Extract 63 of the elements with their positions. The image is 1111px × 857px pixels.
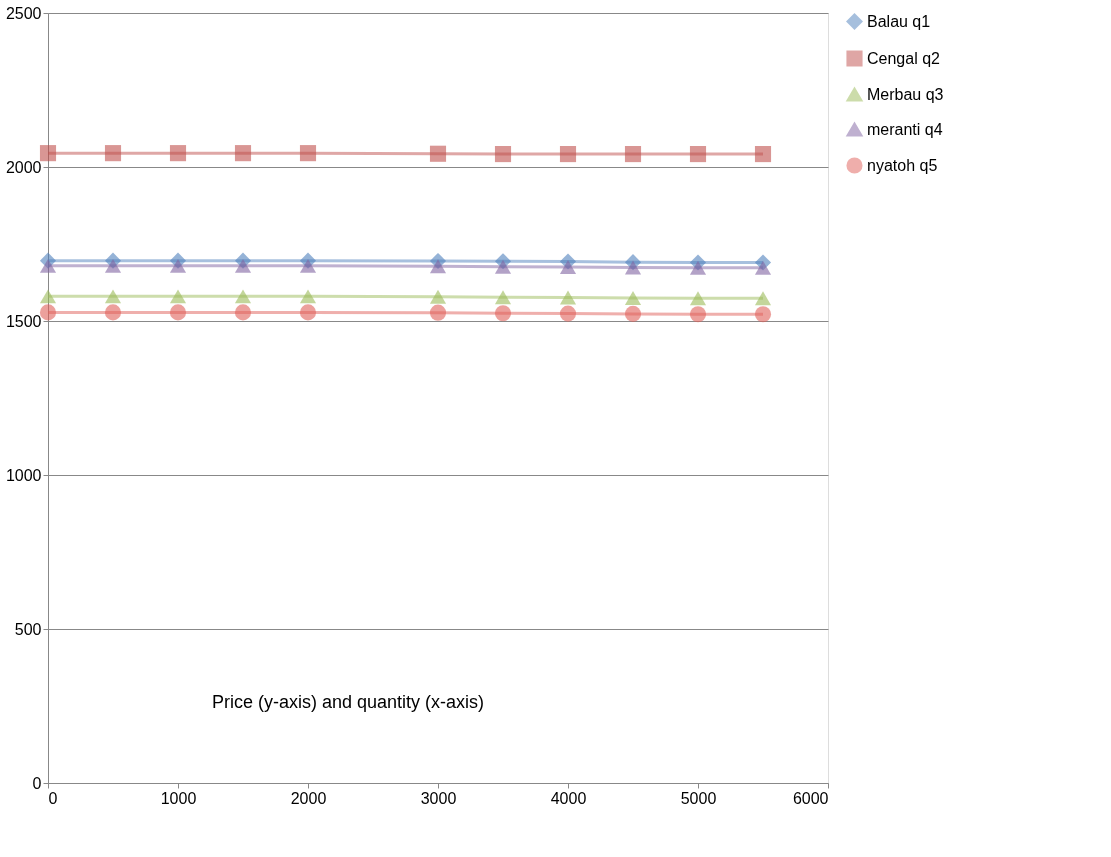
point [624,260,642,275]
point [429,304,447,321]
point [39,304,57,321]
y-tick-label: 1000 [5,466,42,484]
annotation: Price (y-axis) and quantity (x-axis) [211,692,485,712]
legend-label: Balau q1 [867,12,931,30]
x-tick-label: 4000 [550,789,587,807]
point [299,258,317,273]
point [169,289,187,304]
point [169,304,187,321]
y-tick-label: 1500 [5,312,42,330]
point [689,306,707,323]
point [429,145,447,162]
legend-label: meranti q4 [867,120,943,138]
point [754,146,772,163]
point [234,145,252,162]
x-tick-label: 0 [48,789,58,807]
point [624,305,642,322]
point [104,304,122,321]
point [299,289,317,304]
point [754,306,772,323]
point [104,289,122,304]
point [39,289,57,304]
point [234,258,252,273]
point [559,260,577,275]
point [429,289,447,304]
point [39,258,57,273]
point [559,290,577,305]
point [689,260,707,275]
y-tick-label: 500 [14,620,42,638]
point [689,146,707,163]
point [494,146,512,163]
point [559,146,577,163]
point [299,145,317,162]
point [234,304,252,321]
point [494,290,512,305]
legend-label: Cengal q2 [867,49,941,67]
point [494,259,512,274]
point [624,290,642,305]
point [689,291,707,306]
x-tick-label: 5000 [680,789,717,807]
point [754,291,772,306]
x-tick-label: 3000 [420,789,457,807]
point [559,305,577,322]
y-tick-label: 2000 [5,158,42,176]
point [104,145,122,162]
x-tick-label: 2000 [290,789,327,807]
point [429,259,447,274]
legend-label: nyatoh q5 [867,156,938,174]
point [234,289,252,304]
x-tick-label: 1000 [160,789,197,807]
point [299,304,317,321]
point [104,258,122,273]
legend-label: Merbau q3 [867,85,944,103]
point [169,258,187,273]
point [624,146,642,163]
point [39,145,57,162]
y-tick-label: 0 [32,774,42,792]
point [494,305,512,322]
point [754,260,772,275]
x-tick-label: 6000 [792,789,829,807]
point [169,145,187,162]
y-tick-label: 2500 [5,4,42,22]
